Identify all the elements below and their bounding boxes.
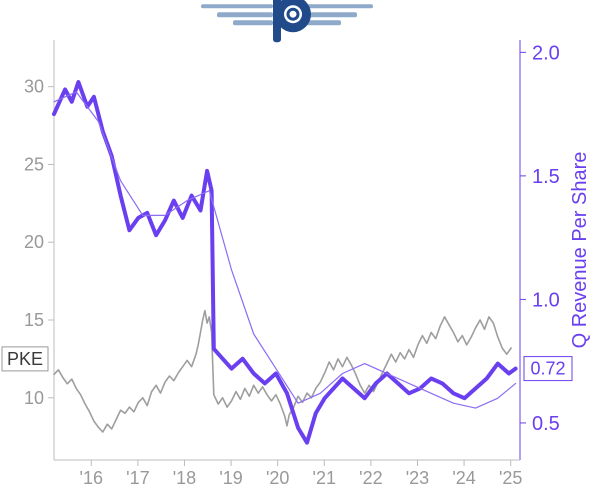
value-label: 0.72 [530, 359, 565, 379]
y-left-tick-label: 30 [24, 77, 44, 97]
x-tick-label: '23 [406, 468, 429, 488]
y-left-tick-label: 15 [24, 310, 44, 330]
chart-svg: 10 15 20 25 30 0.5 1.0 1.5 2.0 Q Revenue Per Shar… [0, 0, 600, 500]
y-right-tick-label: 0.5 [532, 413, 560, 435]
x-tick-label: '22 [359, 468, 382, 488]
x-tick-label: '25 [499, 468, 522, 488]
x-tick-label: '18 [173, 468, 196, 488]
y-right-axis-title: Q Revenue Per Share [569, 152, 591, 349]
chart-bg [0, 0, 600, 500]
x-tick-label: '17 [126, 468, 149, 488]
y-right-tick-label: 1.0 [532, 289, 560, 311]
ticker-label: PKE [7, 349, 43, 369]
y-left-tick-label: 20 [24, 232, 44, 252]
y-left-tick-label: 10 [24, 388, 44, 408]
x-tick-label: '21 [313, 468, 336, 488]
y-right-tick-label: 1.5 [532, 166, 560, 188]
stock-chart: 10 15 20 25 30 0.5 1.0 1.5 2.0 Q Revenue Per Shar… [0, 0, 600, 500]
x-tick-label: '16 [80, 468, 103, 488]
x-tick-label: '20 [266, 468, 289, 488]
x-tick-label: '24 [452, 468, 475, 488]
y-right-tick-label: 2.0 [532, 42, 560, 64]
y-left-tick-label: 25 [24, 154, 44, 174]
x-tick-label: '19 [219, 468, 242, 488]
